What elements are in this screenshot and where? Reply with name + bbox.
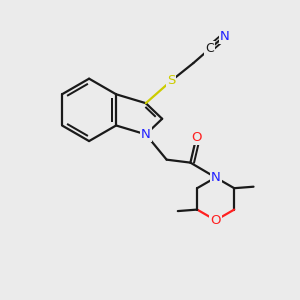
Text: N: N xyxy=(141,128,151,141)
Text: N: N xyxy=(220,29,230,43)
Text: O: O xyxy=(210,214,221,227)
Text: S: S xyxy=(167,74,175,87)
Text: O: O xyxy=(191,131,202,144)
Text: N: N xyxy=(211,171,220,184)
Text: C: C xyxy=(205,42,214,55)
